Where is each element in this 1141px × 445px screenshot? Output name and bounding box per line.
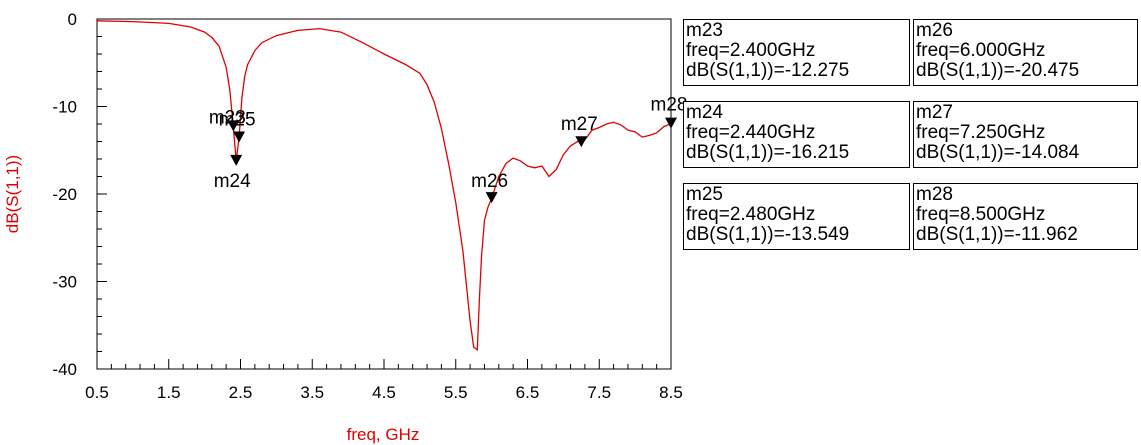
marker-label: m23 [209, 107, 246, 128]
marker-triangle [230, 154, 243, 166]
marker-readout-value: dB(S(1,1))=-11.962 [916, 224, 1078, 245]
marker-triangle [665, 117, 677, 129]
marker-readout-value: dB(S(1,1))=-14.084 [916, 142, 1080, 163]
x-axis-ticks: 0.5 1.5 2.5 3.5 4.5 5.5 6.5 7.5 8.5 [85, 359, 683, 402]
marker-readout-freq: freq=6.000GHz [916, 40, 1046, 61]
marker-readout-value: dB(S(1,1))=-20.475 [916, 60, 1080, 81]
marker-readout-m24: m24 freq=2.440GHz dB(S(1,1))=-16.215 [683, 101, 910, 168]
y-tick-label: 0 [68, 10, 77, 29]
marker-symbols: m23 m24 m25 m26 m27 m28 [209, 95, 688, 204]
marker-readout-m23: m23 freq=2.400GHz dB(S(1,1))=-12.275 [683, 19, 910, 86]
marker-label: m26 [471, 171, 508, 192]
marker-readout-name: m28 [916, 184, 953, 205]
y-tick-label: -40 [52, 360, 77, 379]
marker-readout-freq: freq=7.250GHz [916, 122, 1046, 143]
marker-label: m27 [561, 114, 598, 135]
marker-triangle [485, 192, 498, 204]
x-tick-label: 6.5 [516, 383, 540, 402]
y-tick-label: -20 [52, 185, 77, 204]
x-tick-label: 1.5 [157, 383, 181, 402]
marker-readout-freq: freq=8.500GHz [916, 204, 1046, 225]
x-tick-label: 0.5 [85, 383, 109, 402]
marker-readout-name: m25 [686, 184, 723, 205]
marker-readout-freq: freq=2.480GHz [686, 204, 816, 225]
marker-triangle [227, 120, 240, 132]
x-tick-label: 7.5 [587, 383, 611, 402]
marker-label: m25 [219, 110, 256, 131]
marker-triangle [233, 131, 246, 143]
marker-readout-m27: m27 freq=7.250GHz dB(S(1,1))=-14.084 [913, 101, 1138, 168]
marker-label: m24 [214, 171, 251, 192]
marker-readout-freq: freq=2.440GHz [686, 122, 816, 143]
marker-readout-m25: m25 freq=2.480GHz dB(S(1,1))=-13.549 [683, 183, 910, 250]
marker-triangle [575, 136, 588, 148]
x-tick-label: 2.5 [229, 383, 253, 402]
marker-readout-name: m24 [686, 102, 723, 123]
y-axis-ticks: 0 -10 -20 -30 -40 [52, 10, 107, 379]
marker-label: m28 [651, 95, 688, 116]
s11-plot: 0 -10 -20 -30 -40 0.5 1.5 2.5 3.5 4.5 5.5 6.5 7.5 8.… [3, 10, 688, 444]
plot-frame [96, 18, 672, 370]
x-axis-title: freq, GHz [347, 425, 420, 444]
marker-readout-name: m23 [686, 20, 723, 41]
s11-trace [96, 20, 672, 352]
marker-readout-freq: freq=2.400GHz [686, 40, 816, 61]
x-tick-label: 4.5 [372, 383, 396, 402]
marker-readout-value: dB(S(1,1))=-16.215 [686, 142, 850, 163]
marker-readout-name: m27 [916, 102, 953, 123]
marker-readout-m26: m26 freq=6.000GHz dB(S(1,1))=-20.475 [913, 19, 1138, 86]
marker-readout-m28: m28 freq=8.500GHz dB(S(1,1))=-11.962 [913, 183, 1138, 250]
x-tick-label: 5.5 [444, 383, 468, 402]
x-tick-label: 8.5 [659, 383, 683, 402]
y-tick-label: -10 [52, 98, 77, 117]
y-axis-title: dB(S(1,1)) [3, 155, 22, 233]
marker-readout-value: dB(S(1,1))=-13.549 [686, 224, 850, 245]
marker-readout-name: m26 [916, 20, 953, 41]
marker-readout-value: dB(S(1,1))=-12.275 [686, 60, 850, 81]
x-tick-label: 3.5 [300, 383, 324, 402]
y-tick-label: -30 [52, 273, 77, 292]
